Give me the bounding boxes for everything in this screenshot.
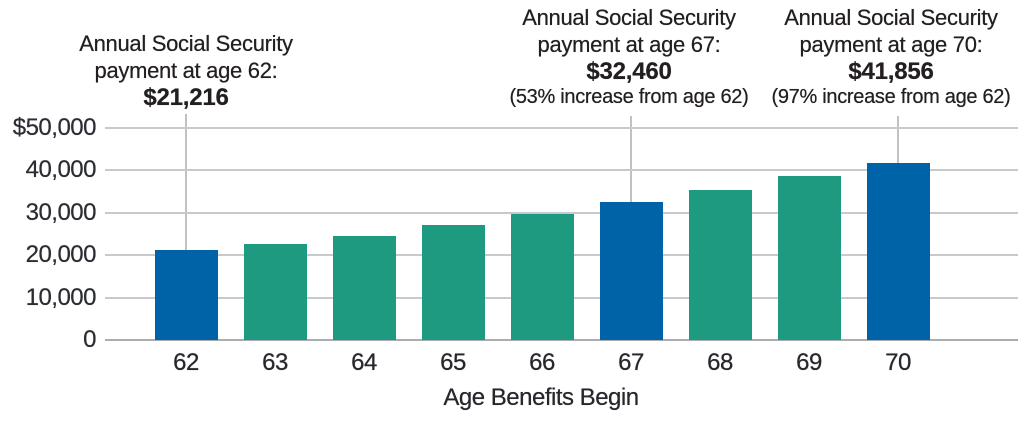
x-tick-label-62: 62: [173, 349, 199, 376]
annotation-age-67: Annual Social Security payment at age 67…: [479, 4, 779, 110]
bar-age-65: [421, 225, 485, 340]
annotation-age-70: Annual Social Security payment at age 70…: [741, 4, 1024, 110]
annotation-line2: payment at age 70:: [799, 32, 983, 57]
callout-line-age-67: [630, 116, 632, 203]
callout-line-age-62: [185, 114, 187, 250]
y-tick-label: 40,000: [25, 156, 97, 183]
annotation-line1: Annual Social Security: [784, 5, 998, 30]
callout-line-age-70: [897, 116, 899, 163]
bar-age-63: [243, 244, 307, 340]
y-tick-label: 10,000: [25, 284, 97, 311]
x-tick-label-68: 68: [707, 349, 733, 376]
gridline: [105, 127, 1018, 129]
bar-age-64: [332, 236, 396, 340]
y-tick-label: 20,000: [25, 241, 97, 268]
bar-age-62: [154, 250, 218, 340]
x-tick-label-70: 70: [885, 349, 911, 376]
y-tick-label: $50,000: [12, 114, 97, 141]
annotation-line1: Annual Social Security: [79, 31, 293, 56]
annotation-line1: Annual Social Security: [522, 5, 736, 30]
annotation-line2: payment at age 67:: [537, 32, 721, 57]
gridline: [105, 169, 1018, 171]
x-tick-label-69: 69: [796, 349, 822, 376]
annotation-note: (97% increase from age 62): [771, 86, 1011, 108]
annotation-age-62: Annual Social Security payment at age 62…: [36, 30, 336, 111]
bar-age-66: [510, 214, 574, 340]
gridline: [105, 212, 1018, 214]
bar-age-68: [688, 190, 752, 340]
x-axis-title: Age Benefits Begin: [443, 384, 639, 411]
annotation-value: $41,856: [848, 58, 934, 85]
x-axis-baseline: [105, 339, 1018, 341]
bar-age-67: [599, 202, 663, 340]
annotation-note: (53% increase from age 62): [509, 86, 749, 108]
x-tick-label-65: 65: [440, 349, 466, 376]
annotation-value: $21,216: [143, 84, 229, 111]
bar-age-69: [777, 176, 841, 340]
y-tick-label: 30,000: [25, 199, 97, 226]
bar-age-70: [866, 163, 930, 340]
x-tick-label-63: 63: [262, 349, 288, 376]
annotation-value: $32,460: [586, 58, 672, 85]
annotation-line2: payment at age 62:: [94, 58, 278, 83]
y-tick-label: 0: [83, 326, 96, 353]
y-axis-labels: $50,000 40,000 30,000 20,000 10,000 0: [0, 114, 97, 353]
x-tick-label-64: 64: [351, 349, 377, 376]
plot-area: [105, 127, 1018, 341]
x-tick-label-66: 66: [529, 349, 555, 376]
x-axis-labels: 62 63 64 65 66 67 68 69 70: [105, 349, 1018, 379]
x-tick-label-67: 67: [618, 349, 644, 376]
